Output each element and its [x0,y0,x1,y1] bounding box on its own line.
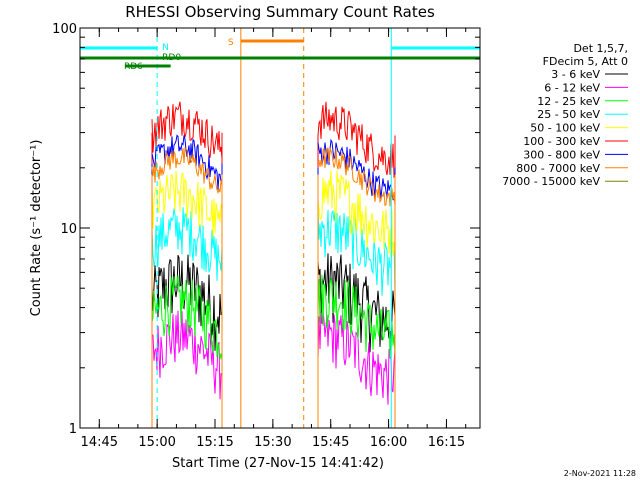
x-tick-label: 14:45 [81,435,118,450]
series-trace-5-1 [317,101,396,179]
x-tick-label: 15:00 [138,435,175,450]
series-trace-2-1 [317,274,396,359]
annotation-n: N [162,43,169,53]
legend-entry-label: 7000 - 15000 keV [502,175,600,188]
series-trace-1-0 [151,310,223,400]
annotation-s: S [228,38,234,48]
y-tick-label: 10 [60,222,77,237]
x-tick-label: 15:45 [312,435,349,450]
annotation-rd6: RD6 [124,62,143,72]
y-tick-label: 1 [69,422,77,437]
series-trace-2-0 [151,275,223,361]
y-tick-label: 100 [52,22,77,37]
annotation-rd0: RD0 [162,53,181,63]
series-trace-4-1 [317,170,396,260]
legend-header-1: Det 1,5,7, [573,42,628,55]
x-tick-label: 15:15 [196,435,233,450]
legend-entry-label: 300 - 800 keV [523,148,600,161]
legend-entry-label: 100 - 300 keV [523,135,600,148]
legend-entry-label: 800 - 7000 keV [516,162,600,175]
x-tick-label: 15:30 [254,435,291,450]
series-trace-4-0 [151,170,223,239]
series-trace-6-0 [151,134,223,190]
timestamp: 2-Nov-2021 11:28 [564,469,636,478]
series-trace-6-1 [317,138,396,201]
legend-entry-label: 6 - 12 keV [544,81,600,94]
x-tick-label: 16:15 [428,435,465,450]
legend-entry-label: 3 - 6 keV [551,68,600,81]
series-trace-7-1 [317,146,396,207]
legend-entry-label: 50 - 100 keV [530,122,600,135]
series-trace-7-0 [151,147,223,195]
plot-frame [79,27,481,429]
legend-entry-label: 12 - 25 keV [537,95,600,108]
x-tick-label: 16:00 [370,435,407,450]
series-trace-3-0 [151,207,223,281]
series-trace-1-1 [317,310,396,405]
x-axis-label: Start Time (27-Nov-15 14:41:42) [172,456,384,471]
y-axis-label: Count Rate (s⁻¹ detector⁻¹) [29,140,44,317]
series-trace-5-0 [151,101,223,159]
legend-header-2: FDecim 5, Att 0 [543,55,628,68]
chart-title: RHESSI Observing Summary Count Rates [125,3,435,21]
legend-entry-label: 25 - 50 keV [537,108,600,121]
series-trace-3-1 [317,209,396,296]
